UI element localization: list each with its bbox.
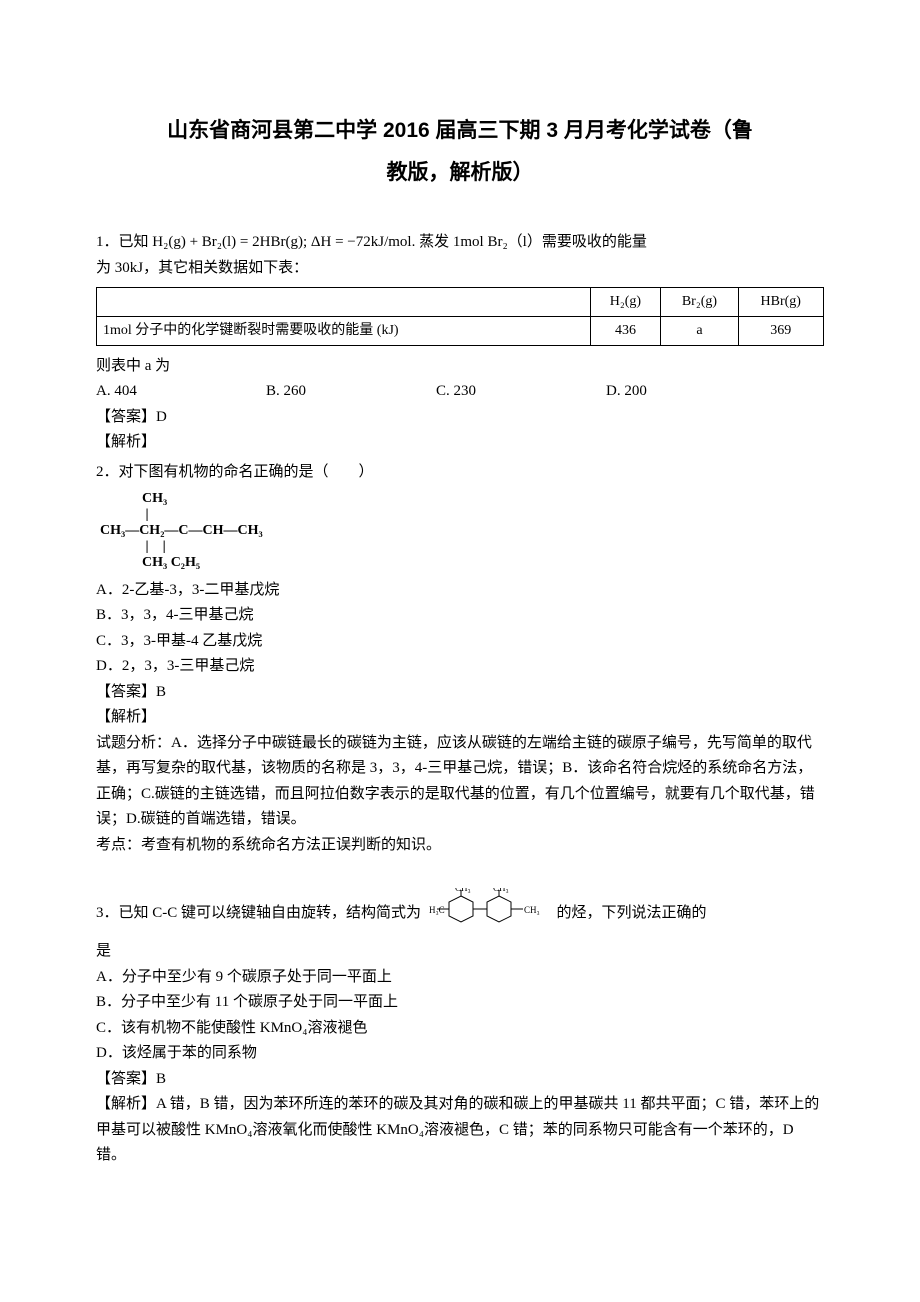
q3-stem-line2: 是 bbox=[96, 939, 824, 965]
title-line2: 教版，解析版） bbox=[387, 161, 534, 184]
q3-option-c: C．该有机物不能使酸性 KMnO₄溶液褪色 bbox=[96, 1016, 824, 1042]
q1-stem-line2: 为 30kJ，其它相关数据如下表： bbox=[96, 256, 824, 282]
table-header: Br₂(g) bbox=[661, 288, 738, 317]
q1-table: H₂(g) Br₂(g) HBr(g) 1mol 分子中的化学键断裂时需要吸收的… bbox=[96, 287, 824, 346]
q3-analysis: 【解析】A 错，B 错，因为苯环所连的苯环的碳及其对角的碳和碳上的甲基碳共 11… bbox=[96, 1092, 824, 1169]
q1-option-c: C. 230 bbox=[436, 379, 606, 405]
q2-stem: 2．对下图有机物的命名正确的是（ ） bbox=[96, 460, 824, 486]
q1-formula: H₂(g) + Br₂(l) = 2HBr(g); ΔH = −72kJ/mol… bbox=[152, 234, 415, 250]
q3-option-b: B．分子中至少有 11 个碳原子处于同一平面上 bbox=[96, 990, 824, 1016]
q2-answer: 【答案】B bbox=[96, 680, 824, 706]
table-cell: a bbox=[661, 316, 738, 345]
q2-analysis-text2: 考点：考查有机物的系统命名方法正误判断的知识。 bbox=[96, 833, 824, 859]
q1-analysis: 【解析】 bbox=[96, 430, 824, 456]
table-cell: 369 bbox=[738, 316, 824, 345]
table-row-label: 1mol 分子中的化学键断裂时需要吸收的能量 (kJ) bbox=[97, 316, 591, 345]
q2-structural-formula: CH₃ | CH₃—CH₂—C—CH—CH₃ | | CH₃ C₂H₅ bbox=[100, 491, 824, 571]
title-line1: 山东省商河县第二中学 2016 届高三下期 3 月月考化学试卷（鲁 bbox=[167, 119, 753, 142]
q1-after-table: 则表中 a 为 bbox=[96, 354, 824, 380]
table-header: HBr(g) bbox=[738, 288, 824, 317]
q3-stem: 3．已知 C-C 键可以绕键轴自由旋转，结构简式为 H₃C CH₃ CH₃ CH… bbox=[96, 888, 824, 940]
svg-text:CH₃: CH₃ bbox=[524, 905, 540, 915]
q1-answer: 【答案】D bbox=[96, 405, 824, 431]
biphenyl-structure: H₃C CH₃ CH₃ CH₃ bbox=[429, 888, 549, 940]
q2-analysis-label: 【解析】 bbox=[96, 705, 824, 731]
table-cell: 436 bbox=[590, 316, 661, 345]
svg-text:H₃C: H₃C bbox=[429, 905, 445, 915]
q2-option-d: D．2，3，3-三甲基己烷 bbox=[96, 654, 824, 680]
q2-option-a: A．2-乙基-3，3-二甲基戊烷 bbox=[96, 578, 824, 604]
q1-option-b: B. 260 bbox=[266, 379, 436, 405]
table-header: H₂(g) bbox=[590, 288, 661, 317]
question-2: 2．对下图有机物的命名正确的是（ ） CH₃ | CH₃—CH₂—C—CH—CH… bbox=[96, 460, 824, 858]
question-1: 1．已知 H₂(g) + Br₂(l) = 2HBr(g); ΔH = −72k… bbox=[96, 230, 824, 456]
q3-answer: 【答案】B bbox=[96, 1067, 824, 1093]
q2-analysis-text1: 试题分析：A．选择分子中碳链最长的碳链为主链，应该从碳链的左端给主链的碳原子编号… bbox=[96, 731, 824, 833]
q1-option-d: D. 200 bbox=[606, 379, 726, 405]
q2-option-c: C．3，3-甲基-4 乙基戊烷 bbox=[96, 629, 824, 655]
page-title: 山东省商河县第二中学 2016 届高三下期 3 月月考化学试卷（鲁 教版，解析版… bbox=[96, 110, 824, 194]
table-empty bbox=[97, 288, 591, 317]
q1-options: A. 404 B. 260 C. 230 D. 200 bbox=[96, 379, 824, 405]
q1-stem: 1．已知 H₂(g) + Br₂(l) = 2HBr(g); ΔH = −72k… bbox=[96, 230, 824, 256]
svg-text:CH₃: CH₃ bbox=[455, 888, 471, 893]
q3-option-a: A．分子中至少有 9 个碳原子处于同一平面上 bbox=[96, 965, 824, 991]
question-3: 3．已知 C-C 键可以绕键轴自由旋转，结构简式为 H₃C CH₃ CH₃ CH… bbox=[96, 888, 824, 1169]
q2-option-b: B．3，3，4-三甲基己烷 bbox=[96, 603, 824, 629]
q3-option-d: D．该烃属于苯的同系物 bbox=[96, 1041, 824, 1067]
svg-text:CH₃: CH₃ bbox=[493, 888, 509, 893]
q1-option-a: A. 404 bbox=[96, 379, 266, 405]
